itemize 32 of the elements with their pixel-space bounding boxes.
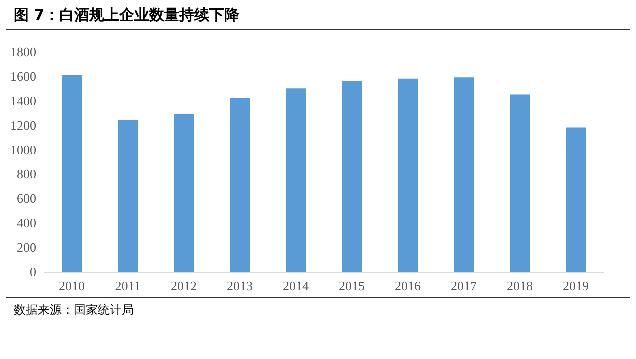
y-tick-label: 800 [17,166,36,182]
y-tick-label: 400 [17,216,36,231]
y-tick-label: 200 [17,240,36,256]
x-tick-label: 2018 [507,278,533,294]
y-tick-label: 1400 [10,93,36,108]
bar [398,78,418,272]
x-tick-label: 2014 [283,278,310,294]
bar [454,78,474,272]
bar [230,98,250,272]
bar [62,75,82,272]
y-tick-label: 1600 [10,68,36,84]
x-tick-label: 2019 [563,278,589,294]
x-tick-label: 2012 [171,278,197,294]
x-tick-label: 2011 [115,278,141,294]
chart-title: 图 7：白酒规上企业数量持续下降 [6,0,630,30]
x-tick-label: 2010 [59,278,85,294]
y-tick-label: 1000 [10,142,36,158]
bar [174,114,194,272]
y-tick-label: 600 [17,191,36,206]
bar [510,94,530,272]
bar [342,81,362,272]
x-tick-label: 2016 [395,278,422,294]
x-tick-label: 2017 [451,278,478,294]
y-tick-label: 1800 [10,44,36,60]
y-tick-label: 0 [30,264,36,280]
y-tick-label: 1200 [10,118,36,133]
bar [286,88,306,272]
x-tick-label: 2013 [227,278,253,294]
bar [118,120,138,272]
bar [566,128,586,272]
x-tick-label: 2015 [339,278,365,294]
source-note: 数据来源：国家统计局 [6,297,630,323]
